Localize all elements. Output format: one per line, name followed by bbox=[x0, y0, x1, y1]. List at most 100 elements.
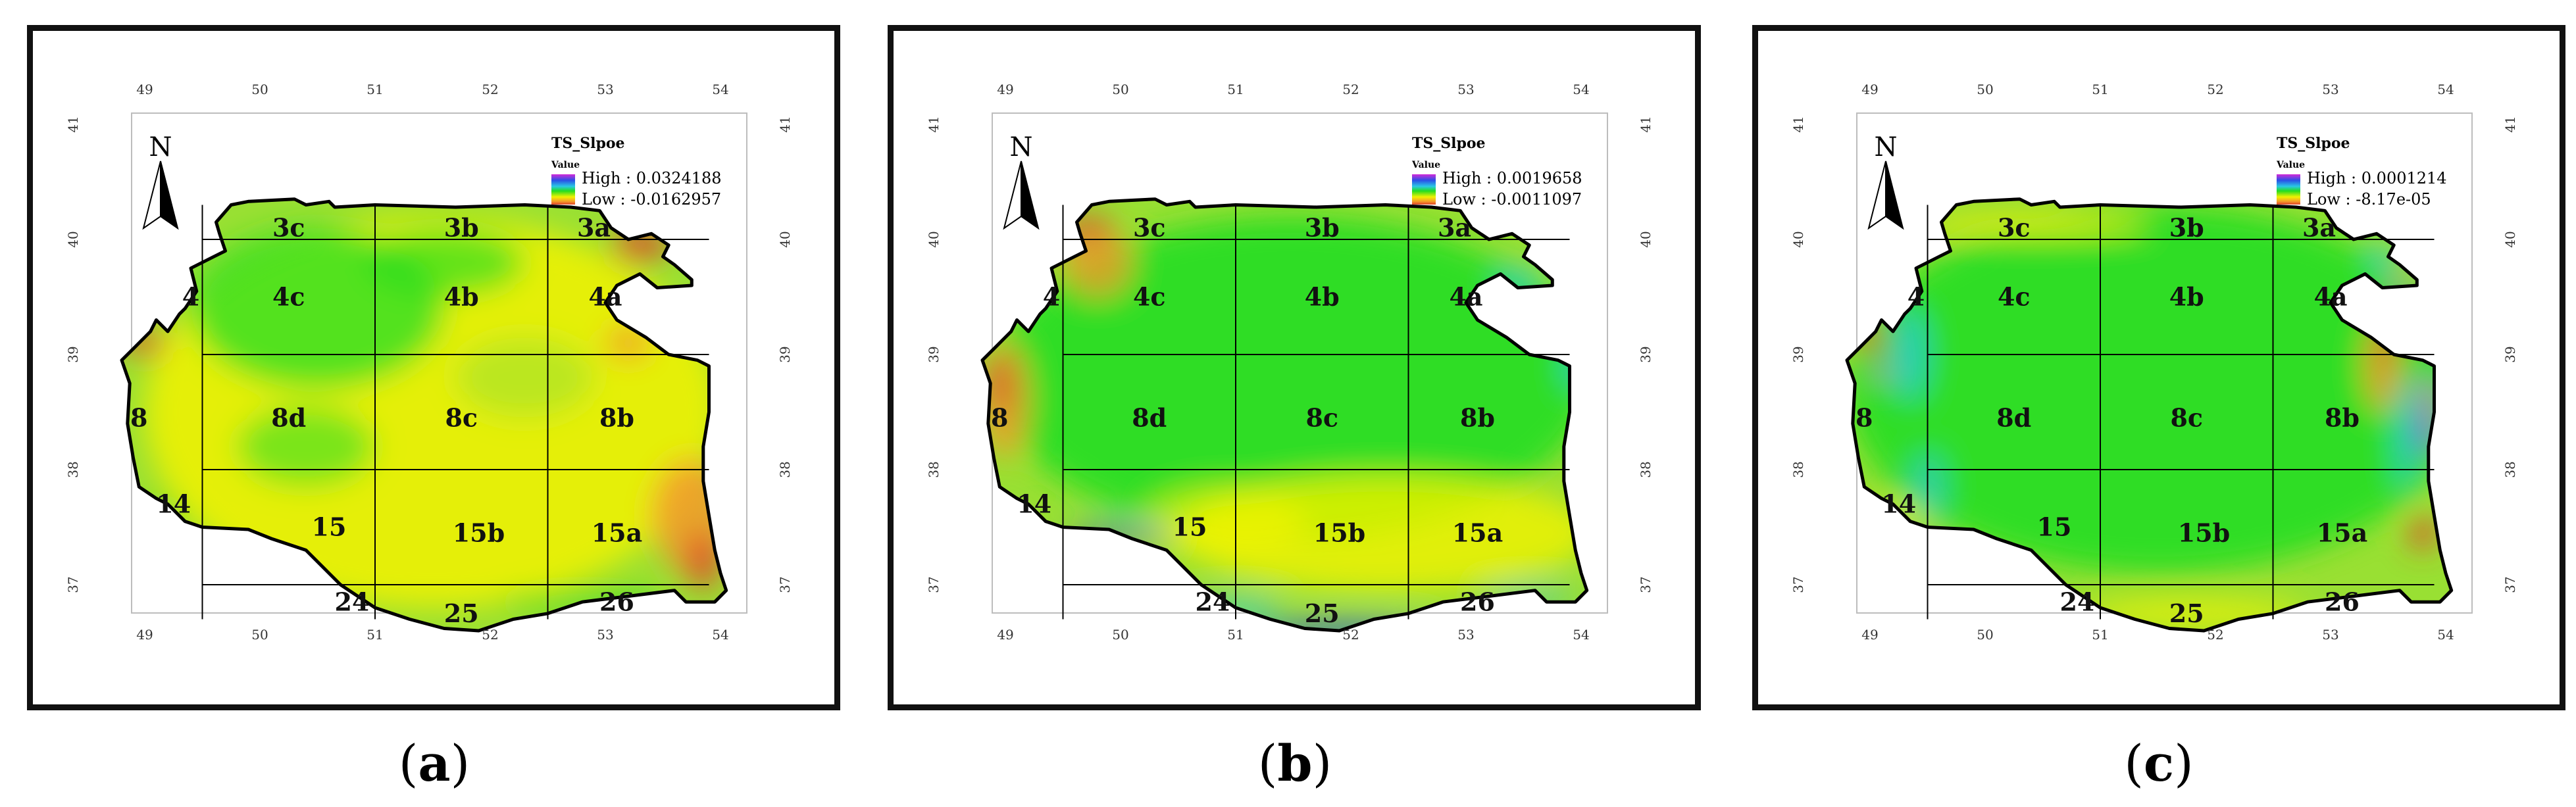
lon-tick-bottom: 51 bbox=[1227, 627, 1244, 643]
zone-label-15a: 15a bbox=[2317, 518, 2368, 547]
zone-label-3b: 3b bbox=[1305, 213, 1340, 243]
map-panel-c: 49 49 50 50 51 51 52 52 53 53 54 54 41 41 40 40 39 39 38 38… bbox=[1752, 25, 2565, 710]
raster-patch-cyan bbox=[2371, 245, 2394, 268]
map-svg-c: 49 49 50 50 51 51 52 52 53 53 54 54 41 41 40 40 39 39 38 38… bbox=[1790, 82, 2518, 643]
lon-tick-top: 49 bbox=[997, 82, 1013, 97]
lon-tick-top: 52 bbox=[1342, 82, 1359, 97]
zone-label-4b: 4b bbox=[444, 282, 479, 312]
lon-tick-top: 52 bbox=[2207, 82, 2223, 97]
zone-label-8: 8 bbox=[1856, 403, 1873, 432]
raster-patch-green bbox=[1847, 205, 2452, 574]
zone-grid bbox=[1062, 205, 1570, 620]
zone-label-3a: 3a bbox=[577, 213, 611, 243]
zone-label-4b: 4b bbox=[2169, 282, 2204, 312]
lon-tick-top: 51 bbox=[1227, 82, 1244, 97]
lat-tick-right: 37 bbox=[1638, 576, 1654, 593]
region-outline bbox=[120, 197, 728, 633]
zone-labels: 3c 3b 3a 4 4c 4b 4a 8 8d 8c 8b 14 15 15b 15a 24 25 26 bbox=[1856, 213, 2367, 628]
lat-tick-left: 40 bbox=[1790, 231, 1806, 247]
lat-tick-right: 40 bbox=[2502, 231, 2518, 247]
zone-label-8d: 8d bbox=[1132, 403, 1167, 432]
north-label: N bbox=[1875, 132, 1898, 162]
axis-ticks: 49 49 50 50 51 51 52 52 53 53 54 54 41 41 40 40 39 39 38 38… bbox=[926, 82, 1654, 643]
zone-label-8b: 8b bbox=[599, 403, 634, 432]
map-svg-a: 49 49 50 50 51 51 52 52 53 53 54 54 41 41 40 40 39 39 38 38… bbox=[65, 82, 793, 643]
zone-label-26: 26 bbox=[2325, 587, 2360, 616]
lon-tick-bottom: 54 bbox=[2437, 627, 2454, 643]
legend-color-ramp bbox=[2277, 174, 2300, 205]
lat-tick-left: 40 bbox=[926, 231, 942, 247]
axis-ticks: 49 49 50 50 51 51 52 52 53 53 54 54 41 41 40 40 39 39 38 38… bbox=[65, 82, 793, 643]
lat-tick-left: 37 bbox=[926, 576, 942, 593]
lon-tick-bottom: 50 bbox=[251, 627, 268, 643]
lon-tick-bottom: 54 bbox=[1573, 627, 1589, 643]
zone-label-26: 26 bbox=[1460, 587, 1495, 616]
zone-labels: 3c 3b 3a 4 4c 4b 4a 8 8d 8c 8b 14 15 15b 15a 24 25 26 bbox=[991, 213, 1503, 628]
lon-tick-bottom: 52 bbox=[2207, 627, 2223, 643]
lon-tick-bottom: 51 bbox=[2092, 627, 2108, 643]
zone-label-3b: 3b bbox=[2169, 213, 2204, 243]
lat-tick-left: 37 bbox=[1790, 576, 1806, 593]
lon-tick-top: 50 bbox=[1977, 82, 1993, 97]
zone-label-14: 14 bbox=[1881, 489, 1916, 519]
raster-patch-lime bbox=[455, 337, 594, 418]
raster-patch-yellow bbox=[1916, 216, 2146, 235]
lon-tick-bottom: 49 bbox=[997, 627, 1013, 643]
legend-low: Low : -0.0162957 bbox=[582, 190, 721, 208]
zone-label-8d: 8d bbox=[1996, 403, 2031, 432]
map-svg-b: 49 49 50 50 51 51 52 52 53 53 54 54 41 41 40 40 39 39 38 38… bbox=[926, 82, 1654, 643]
lon-tick-top: 53 bbox=[1457, 82, 1474, 97]
lon-tick-bottom: 50 bbox=[1977, 627, 1993, 643]
lon-tick-bottom: 49 bbox=[136, 627, 153, 643]
lon-tick-top: 50 bbox=[251, 82, 268, 97]
raster-patch-red bbox=[988, 355, 1011, 412]
region-outline bbox=[980, 197, 1589, 633]
raster-patch-cyan bbox=[2396, 378, 2415, 493]
lon-tick-bottom: 51 bbox=[366, 627, 383, 643]
lat-tick-right: 38 bbox=[2502, 461, 2518, 477]
lon-tick-bottom: 53 bbox=[1457, 627, 1474, 643]
lat-tick-left: 39 bbox=[926, 346, 942, 362]
zone-label-25: 25 bbox=[2169, 599, 2204, 628]
zone-label-24: 24 bbox=[2060, 587, 2095, 616]
zone-label-3a: 3a bbox=[1438, 213, 1471, 243]
raster-patch-green bbox=[237, 406, 375, 487]
region-outline bbox=[1845, 197, 2454, 633]
lat-tick-left: 38 bbox=[65, 461, 81, 477]
lon-tick-top: 54 bbox=[712, 82, 728, 97]
lat-tick-right: 37 bbox=[2502, 576, 2518, 593]
lat-tick-right: 39 bbox=[1638, 346, 1654, 362]
lat-tick-left: 41 bbox=[1790, 116, 1806, 132]
lat-tick-left: 38 bbox=[926, 461, 942, 477]
zone-label-24: 24 bbox=[335, 587, 370, 616]
zone-grid bbox=[1927, 205, 2435, 620]
legend-color-ramp bbox=[551, 174, 575, 205]
zone-label-14: 14 bbox=[156, 489, 191, 519]
zone-label-8b: 8b bbox=[1460, 403, 1495, 432]
raster-patch-green bbox=[994, 216, 1587, 539]
zone-label-15a: 15a bbox=[592, 518, 643, 547]
zone-label-3b: 3b bbox=[444, 213, 479, 243]
lat-tick-right: 39 bbox=[2502, 346, 2518, 362]
raster-patch-yellow bbox=[1144, 487, 1305, 556]
zone-label-4: 4 bbox=[1043, 282, 1060, 312]
lon-tick-bottom: 52 bbox=[482, 627, 498, 643]
lat-tick-right: 39 bbox=[777, 346, 793, 362]
zone-label-4c: 4c bbox=[272, 282, 305, 312]
lat-tick-left: 37 bbox=[65, 576, 81, 593]
raster-patch-cyan bbox=[1893, 308, 1928, 401]
lon-tick-top: 52 bbox=[482, 82, 498, 97]
zone-label-4: 4 bbox=[182, 282, 199, 312]
zone-label-8c: 8c bbox=[1305, 403, 1338, 432]
lon-tick-top: 49 bbox=[1861, 82, 1878, 97]
zone-label-8b: 8b bbox=[2325, 403, 2360, 432]
raster-layer bbox=[1847, 199, 2452, 631]
lat-tick-left: 41 bbox=[926, 116, 942, 132]
legend-high: High : 0.0324188 bbox=[582, 169, 722, 187]
legend-high: High : 0.0001214 bbox=[2307, 169, 2447, 187]
map-panel-a: 49 49 50 50 51 51 52 52 53 53 54 54 41 41 40 40 39 39 38 38… bbox=[27, 25, 840, 710]
lon-tick-bottom: 53 bbox=[2322, 627, 2338, 643]
lat-tick-right: 38 bbox=[1638, 461, 1654, 477]
lat-tick-left: 38 bbox=[1790, 461, 1806, 477]
zone-label-8: 8 bbox=[130, 403, 147, 432]
